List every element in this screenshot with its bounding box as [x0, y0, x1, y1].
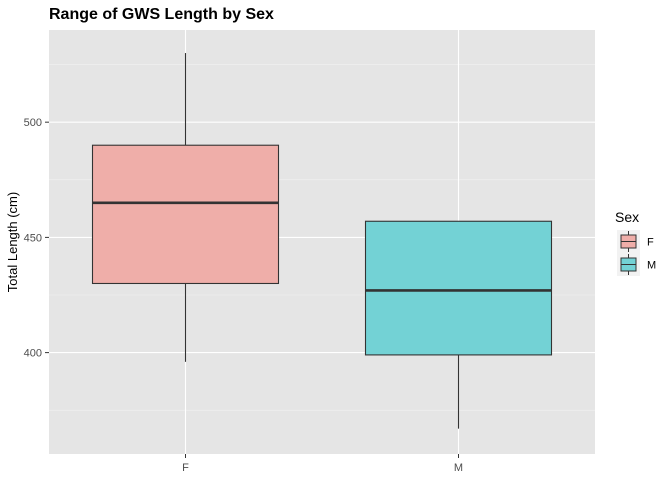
legend: Sex FM	[615, 209, 656, 276]
y-tick-label: 500	[24, 117, 42, 129]
interquartile-box	[364, 220, 553, 356]
y-tick-label: 400	[24, 348, 42, 360]
box-m	[364, 220, 553, 429]
box-f	[91, 53, 280, 362]
x-tick-label: M	[454, 462, 463, 474]
y-axis-title: Total Length (cm)	[5, 192, 20, 292]
y-axis-ticks: 400 450 500	[24, 117, 49, 360]
box-series	[91, 53, 553, 429]
legend-item-f: F	[617, 230, 654, 253]
legend-title: Sex	[615, 209, 639, 225]
legend-item-label: M	[647, 260, 656, 272]
interquartile-box	[91, 144, 280, 285]
legend-items: FM	[617, 230, 656, 276]
y-tick-label: 450	[24, 232, 42, 244]
legend-item-m: M	[617, 253, 656, 276]
chart-title: Range of GWS Length by Sex	[49, 6, 274, 23]
legend-item-label: F	[647, 237, 654, 249]
x-tick-label: F	[182, 462, 189, 474]
